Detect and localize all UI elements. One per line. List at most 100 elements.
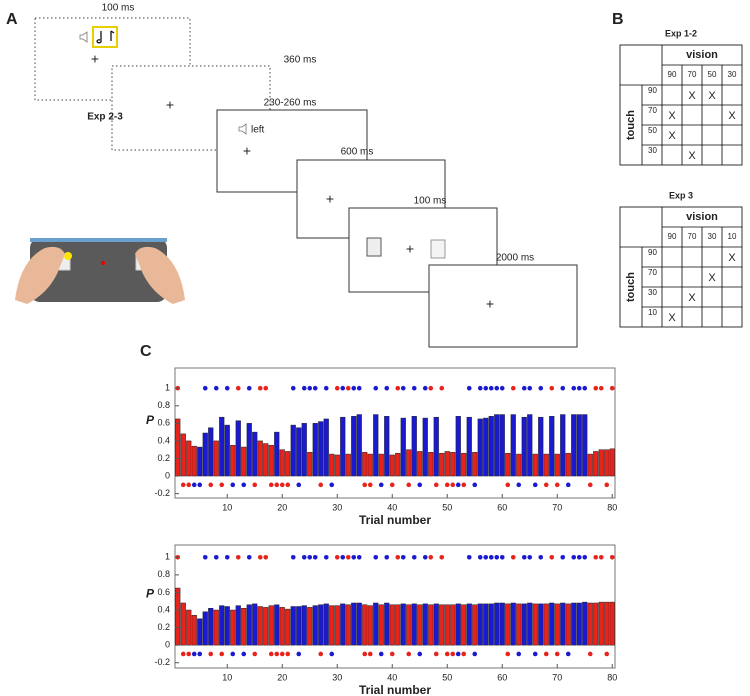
- bar: [241, 608, 247, 646]
- dot: [560, 385, 566, 391]
- plot-frame: [174, 367, 616, 499]
- fixation: +: [326, 191, 334, 207]
- cell: X: [688, 90, 696, 102]
- y-tick-label: 0.6: [157, 418, 170, 428]
- row-label: 90: [648, 248, 657, 257]
- dot: [389, 651, 395, 657]
- bar: [208, 427, 214, 477]
- dot: [208, 651, 214, 657]
- bar: [285, 451, 291, 477]
- bar: [576, 602, 582, 646]
- bar: [466, 416, 472, 477]
- dot: [345, 385, 351, 391]
- bar: [340, 603, 346, 646]
- dot: [609, 555, 615, 560]
- dot: [488, 385, 494, 391]
- dot: [378, 651, 384, 657]
- dot: [301, 555, 307, 560]
- tone-box: [92, 26, 118, 48]
- dot: [433, 651, 439, 657]
- bar: [268, 445, 274, 477]
- bar: [384, 416, 390, 477]
- bar: [197, 618, 203, 646]
- row-header: touch: [625, 110, 637, 140]
- y-tick-label: 1: [165, 383, 170, 393]
- dot: [472, 482, 478, 488]
- dot: [186, 482, 192, 488]
- dot: [571, 555, 577, 560]
- bar: [252, 603, 258, 646]
- bar: [494, 602, 500, 646]
- bar: [351, 416, 357, 477]
- dot: [483, 385, 489, 391]
- dot: [444, 651, 450, 657]
- bar: [406, 449, 412, 477]
- bar: [378, 604, 384, 646]
- dot: [400, 385, 406, 391]
- cell: X: [668, 312, 676, 324]
- dot: [285, 651, 291, 657]
- dot: [279, 482, 285, 488]
- bar: [186, 440, 192, 477]
- bar: [510, 414, 516, 477]
- bar: [516, 603, 522, 646]
- bar: [356, 414, 362, 477]
- bar: [290, 424, 296, 477]
- dot: [202, 555, 208, 560]
- bar: [527, 602, 533, 646]
- bar: [488, 603, 494, 646]
- dot: [191, 482, 197, 488]
- dot: [554, 651, 560, 657]
- bar: [219, 416, 225, 477]
- dot: [532, 482, 538, 488]
- bar: [505, 603, 511, 646]
- bar: [307, 607, 313, 646]
- y-tick-label: -0.2: [154, 657, 170, 667]
- bar: [340, 416, 346, 477]
- dot: [290, 385, 296, 391]
- cell: X: [708, 90, 716, 102]
- bar: [455, 416, 461, 477]
- cell: X: [688, 292, 696, 304]
- dot: [208, 482, 214, 488]
- col-header: vision: [686, 211, 718, 223]
- bar: [560, 414, 566, 477]
- x-tick-label: 10: [222, 672, 232, 682]
- bar: [241, 446, 247, 477]
- dot: [516, 651, 522, 657]
- dot: [274, 482, 280, 488]
- dot: [345, 555, 351, 560]
- x-tick-label: 20: [277, 502, 287, 512]
- bar: [483, 417, 489, 477]
- bar: [571, 414, 577, 477]
- dot: [450, 482, 456, 488]
- bar: [587, 602, 593, 646]
- col-header: vision: [686, 49, 718, 61]
- dot: [494, 385, 500, 391]
- bar: [191, 445, 197, 477]
- x-axis-label: Trial number: [359, 683, 431, 696]
- dot: [499, 555, 505, 560]
- bar: [202, 611, 208, 646]
- row-label: 50: [648, 126, 657, 135]
- bar: [593, 451, 599, 477]
- bar: [532, 453, 538, 477]
- bar: [576, 414, 582, 477]
- bar: [422, 417, 428, 477]
- dot: [340, 555, 346, 560]
- bar: [516, 453, 522, 477]
- bar: [274, 431, 280, 477]
- y-tick-label: 0.2: [157, 453, 170, 463]
- dot: [477, 555, 483, 560]
- bar: [444, 451, 450, 477]
- dot: [571, 385, 577, 391]
- bar: [318, 604, 324, 646]
- dot: [510, 555, 516, 560]
- bar: [384, 602, 390, 646]
- y-tick-label: 0.8: [157, 400, 170, 410]
- bar: [494, 414, 500, 477]
- bar: [417, 451, 423, 477]
- dot: [433, 482, 439, 488]
- bar: [230, 445, 236, 477]
- bar: [417, 604, 423, 646]
